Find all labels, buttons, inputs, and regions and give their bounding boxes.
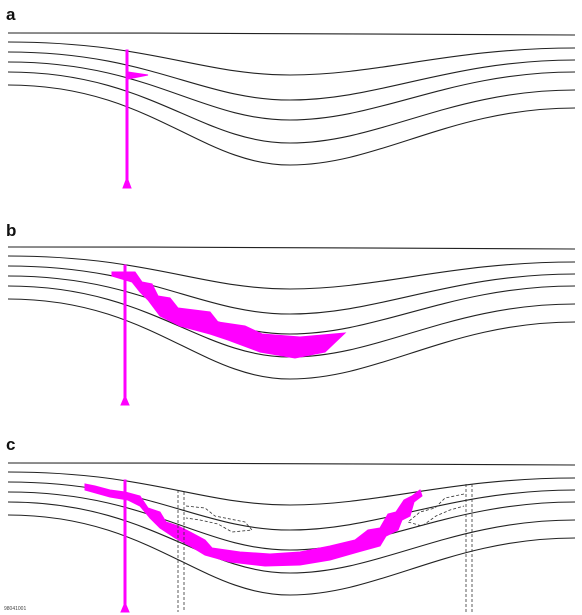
figure-id: 98041001 xyxy=(4,606,26,612)
well xyxy=(120,264,130,406)
dashed-wedge xyxy=(185,505,253,533)
panel-label: a xyxy=(6,5,16,24)
panel-c: c 98041001 xyxy=(4,435,576,613)
dashed-wedge xyxy=(407,493,465,527)
panel-a: a xyxy=(6,5,576,189)
wedge xyxy=(84,483,423,567)
panel-label: c xyxy=(6,435,15,454)
horizons xyxy=(7,462,576,596)
panel-b: b xyxy=(6,221,576,406)
horizons xyxy=(7,246,576,380)
horizons xyxy=(7,32,576,166)
wedge xyxy=(111,271,347,359)
well xyxy=(120,479,130,613)
flag xyxy=(127,71,149,80)
well xyxy=(122,49,132,189)
panel-label: b xyxy=(6,221,16,240)
